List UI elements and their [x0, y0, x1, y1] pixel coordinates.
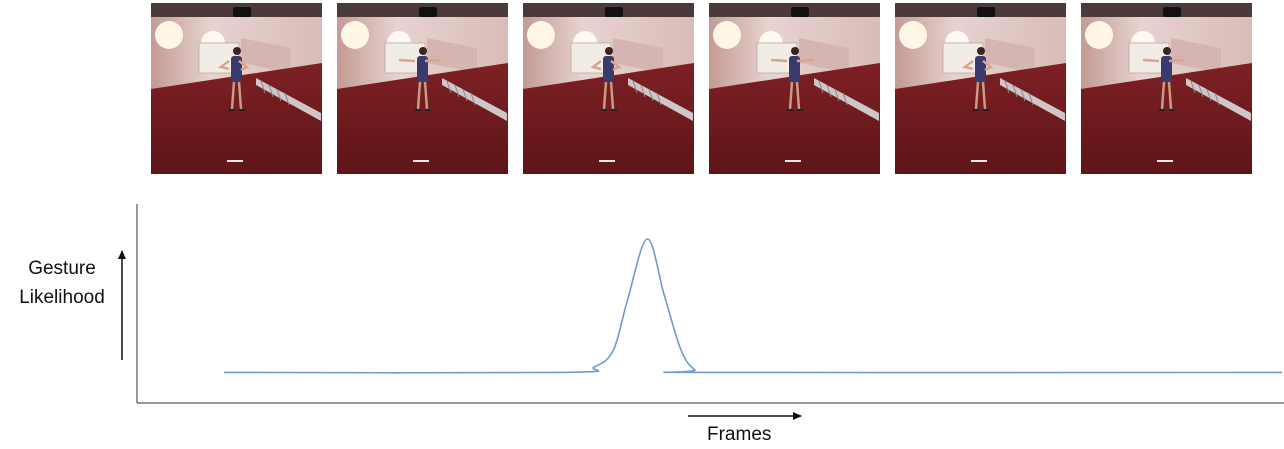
video-frame-4	[709, 3, 880, 174]
x-axis-label: Frames	[707, 424, 772, 445]
video-frame-5	[895, 3, 1066, 174]
y-axis-label-line1: Gesture	[28, 258, 96, 279]
video-frame-3	[523, 3, 694, 174]
y-axis-label-line2: Likelihood	[19, 287, 105, 308]
likelihood-curve	[223, 238, 1283, 374]
video-frame-1	[151, 3, 322, 174]
y-axis-label: Gesture Likelihood	[10, 254, 114, 312]
video-frame-2	[337, 3, 508, 174]
video-frame-6	[1081, 3, 1252, 174]
